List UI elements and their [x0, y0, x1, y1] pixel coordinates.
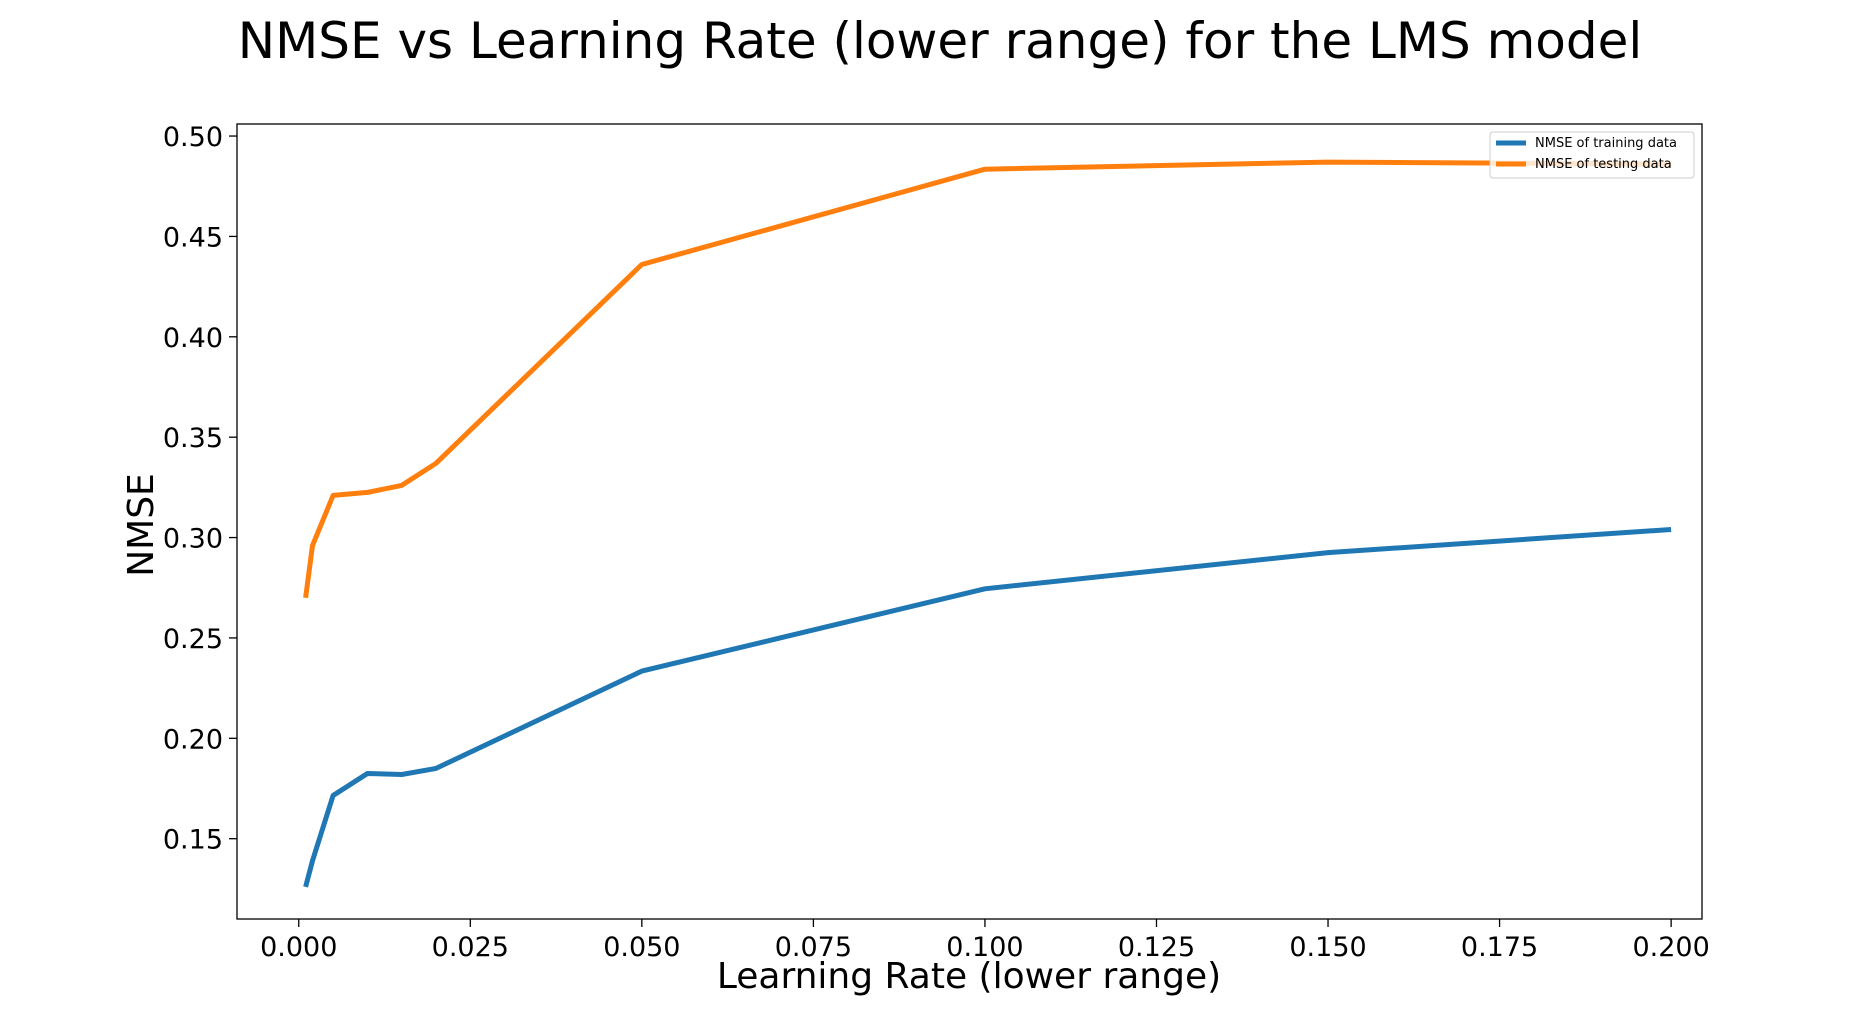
x-tick-label: 0.100	[946, 932, 1023, 963]
y-tick-label: 0.45	[163, 222, 223, 253]
x-tick-label: 0.075	[775, 932, 852, 963]
x-axis-label: Learning Rate (lower range)	[717, 956, 1221, 997]
x-tick-label: 0.200	[1632, 932, 1709, 963]
x-tick-label: 0.025	[432, 932, 509, 963]
x-tick-label: 0.175	[1461, 932, 1538, 963]
x-tick-label: 0.000	[260, 932, 337, 963]
x-tick-label: 0.150	[1289, 932, 1366, 963]
y-tick-label: 0.30	[163, 524, 223, 555]
y-tick-label: 0.25	[163, 624, 223, 655]
legend-frame	[1489, 131, 1695, 179]
chart-title: NMSE vs Learning Rate (lower range) for …	[238, 12, 1643, 70]
y-axis-ticks: 0.15 0.20 0.25 0.30 0.35 0.40 0.45 0.50	[163, 122, 237, 856]
x-tick-label: 0.125	[1118, 932, 1195, 963]
plot-area	[236, 123, 1703, 920]
y-tick-label: 0.20	[163, 724, 223, 755]
legend-label-testing: NMSE of testing data	[1535, 157, 1672, 172]
y-tick-label: 0.35	[163, 423, 223, 454]
series-layer	[303, 159, 1672, 888]
legend-label-training: NMSE of training data	[1535, 136, 1677, 151]
x-tick-label: 0.050	[603, 932, 680, 963]
legend: NMSE of training data NMSE of testing da…	[1489, 131, 1695, 179]
x-axis-ticks: 0.000 0.025 0.050 0.075 0.100 0.125 0.150 0.175…	[260, 919, 1710, 963]
series-line-testing	[303, 159, 1672, 599]
y-axis-label: NMSE	[121, 473, 162, 577]
y-tick-label: 0.50	[163, 122, 223, 153]
y-tick-label: 0.40	[163, 323, 223, 354]
y-tick-label: 0.15	[163, 825, 223, 856]
series-line-training	[303, 527, 1672, 888]
